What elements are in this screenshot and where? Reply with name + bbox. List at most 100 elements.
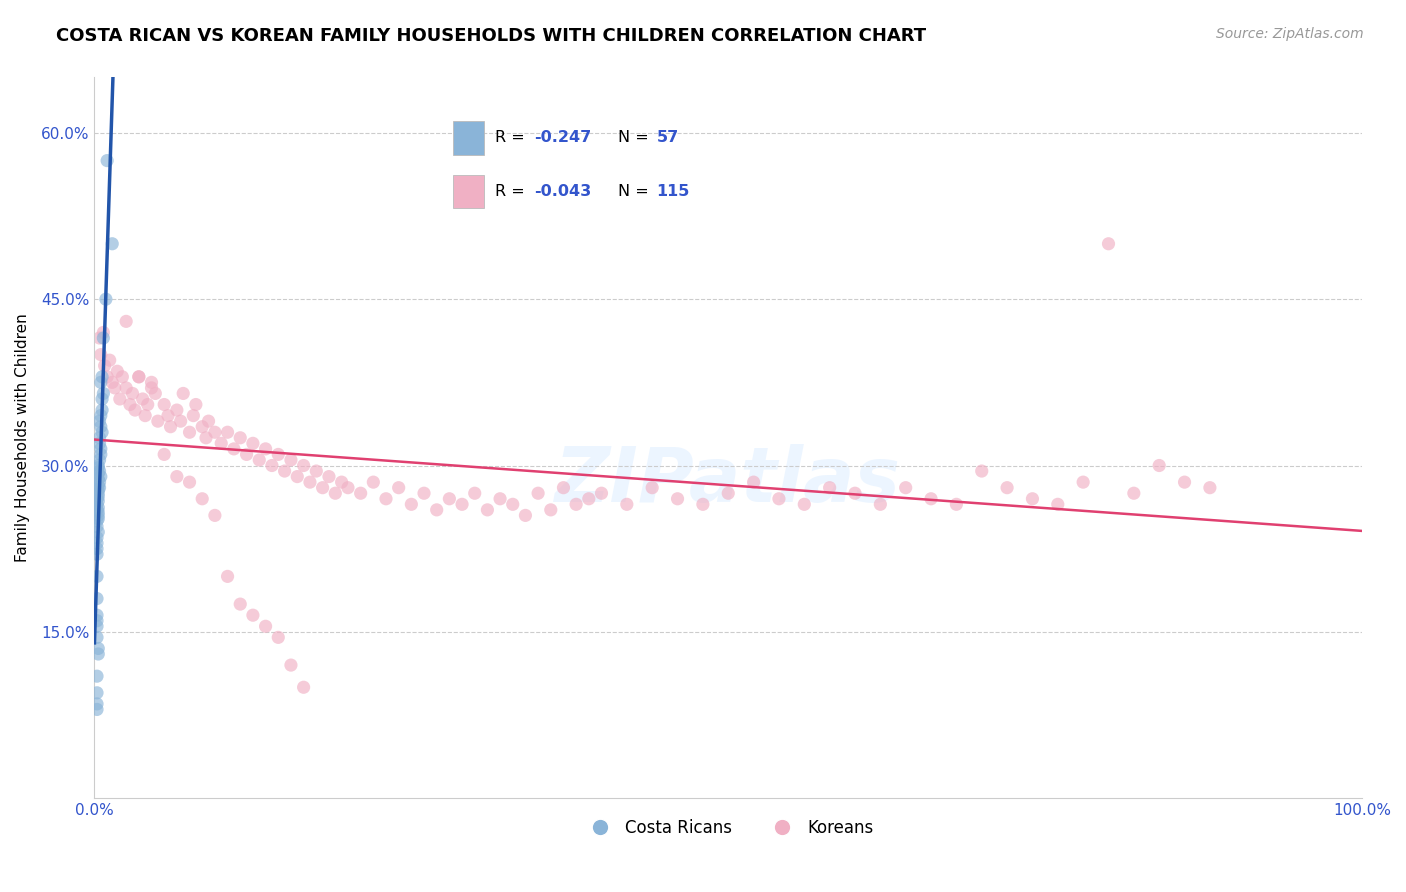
Point [318, 469, 340, 483]
Point [451, 497, 474, 511]
Point [86, 669, 108, 683]
Point [87, 467, 110, 481]
Point [267, 631, 290, 645]
Point [90, 409, 112, 423]
Point [298, 475, 321, 490]
Point [1046, 497, 1069, 511]
Point [87, 490, 110, 504]
Point [153, 398, 176, 412]
Point [578, 491, 600, 506]
Point [91, 403, 114, 417]
Point [86, 491, 108, 506]
Point [87, 472, 110, 486]
Point [350, 486, 373, 500]
Point [439, 491, 461, 506]
Point [89, 453, 111, 467]
Point [96, 369, 118, 384]
Point [93, 326, 115, 340]
Point [143, 386, 166, 401]
Point [183, 409, 205, 423]
Point [153, 447, 176, 461]
Point [124, 403, 146, 417]
Point [105, 364, 128, 378]
Point [91, 369, 114, 384]
Point [90, 447, 112, 461]
Point [197, 414, 219, 428]
Legend: Costa Ricans, Koreans: Costa Ricans, Koreans [576, 813, 880, 844]
Y-axis label: Family Households with Children: Family Households with Children [15, 313, 30, 562]
Point [464, 486, 486, 500]
Point [195, 431, 218, 445]
Point [91, 425, 114, 440]
Point [222, 442, 245, 456]
Point [970, 464, 993, 478]
Point [86, 614, 108, 628]
Point [86, 686, 108, 700]
Point [426, 503, 449, 517]
Point [93, 331, 115, 345]
Point [115, 381, 138, 395]
Point [115, 314, 138, 328]
Point [87, 641, 110, 656]
Point [1173, 475, 1195, 490]
Point [247, 453, 270, 467]
Point [229, 431, 252, 445]
Point [267, 447, 290, 461]
Point [87, 524, 110, 539]
Point [111, 369, 134, 384]
Point [260, 458, 283, 473]
Point [920, 491, 942, 506]
Point [401, 497, 423, 511]
Point [191, 491, 214, 506]
Point [254, 619, 277, 633]
Point [87, 647, 110, 661]
Point [128, 369, 150, 384]
Point [87, 505, 110, 519]
Point [184, 398, 207, 412]
Point [87, 508, 110, 523]
Text: ZIPatlas: ZIPatlas [555, 444, 901, 518]
Point [1097, 236, 1119, 251]
Point [894, 481, 917, 495]
Point [128, 369, 150, 384]
Point [869, 497, 891, 511]
Point [87, 483, 110, 497]
Point [285, 469, 308, 483]
Point [94, 292, 117, 306]
Point [87, 458, 110, 473]
Point [1071, 475, 1094, 490]
Point [87, 500, 110, 515]
Point [204, 508, 226, 523]
Point [591, 486, 613, 500]
Point [553, 481, 575, 495]
Point [292, 680, 315, 694]
Point [242, 436, 264, 450]
Point [108, 392, 131, 406]
Point [323, 486, 346, 500]
Point [666, 491, 689, 506]
Point [502, 497, 524, 511]
Point [156, 409, 179, 423]
Point [89, 431, 111, 445]
Point [280, 453, 302, 467]
Point [90, 376, 112, 390]
Point [363, 475, 385, 490]
Point [375, 491, 398, 506]
Point [118, 398, 141, 412]
Point [89, 464, 111, 478]
Point [90, 442, 112, 456]
Point [305, 464, 328, 478]
Point [204, 425, 226, 440]
Point [98, 353, 121, 368]
Point [217, 569, 239, 583]
Point [330, 475, 353, 490]
Point [818, 481, 841, 495]
Point [93, 359, 115, 373]
Point [692, 497, 714, 511]
Point [89, 481, 111, 495]
Point [89, 331, 111, 345]
Point [90, 419, 112, 434]
Point [101, 236, 124, 251]
Point [86, 608, 108, 623]
Point [86, 591, 108, 606]
